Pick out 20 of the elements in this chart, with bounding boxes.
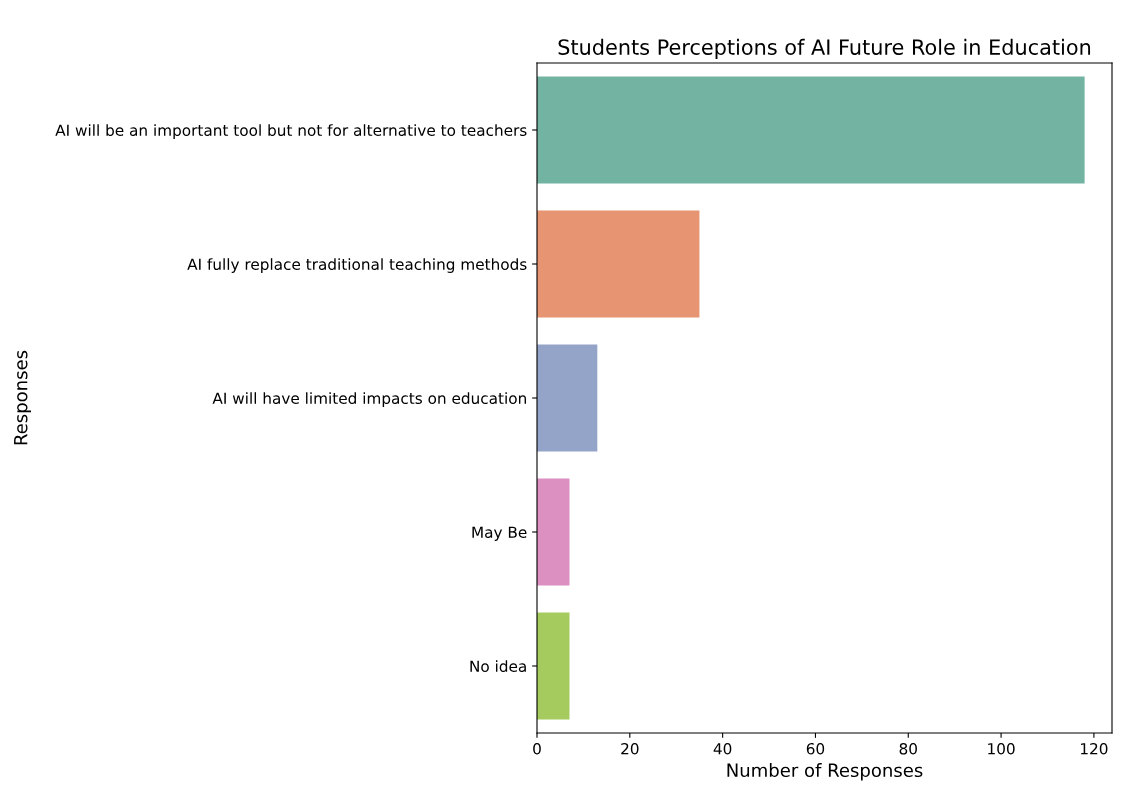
y-tick-label: AI will have limited impacts on education (212, 392, 526, 407)
bar (537, 210, 700, 318)
bar (537, 612, 570, 720)
x-tick-label: 40 (713, 742, 732, 755)
y-tick-label: No idea (470, 660, 526, 673)
x-tick-label: 20 (621, 742, 639, 755)
chart-title: Students Perceptions of AI Future Role in Education (558, 38, 1091, 59)
bar (537, 478, 570, 586)
x-tick-label: 60 (806, 742, 825, 755)
y-axis-title: Responses (14, 350, 31, 445)
y-tick-label: AI fully replace traditional teaching methods (187, 258, 527, 273)
y-tick-label: AI will be an important tool but not for alternative to teachers (55, 124, 527, 139)
x-tick-label: 0 (533, 742, 541, 755)
bar (537, 344, 598, 452)
bar (537, 76, 1085, 184)
x-tick-label: 120 (1081, 742, 1108, 755)
x-axis-title: Number of Responses (727, 763, 923, 781)
x-tick-label: 80 (899, 742, 917, 755)
y-tick-label: May Be (472, 526, 527, 541)
x-tick-label: 100 (988, 742, 1015, 755)
